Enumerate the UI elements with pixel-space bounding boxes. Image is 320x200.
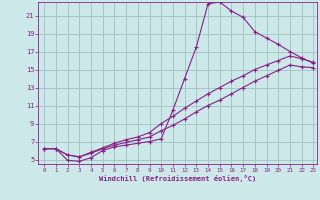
X-axis label: Windchill (Refroidissement éolien,°C): Windchill (Refroidissement éolien,°C) bbox=[99, 175, 256, 182]
